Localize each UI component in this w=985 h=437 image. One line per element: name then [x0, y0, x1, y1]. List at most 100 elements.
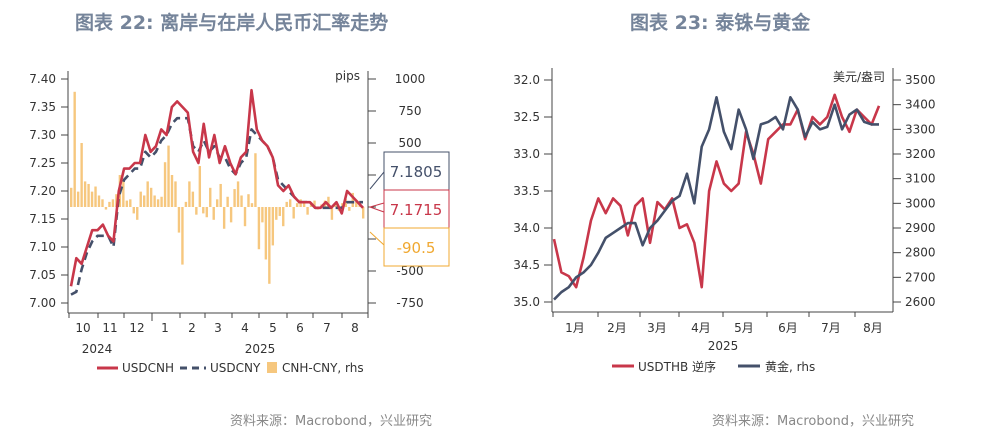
legend-spread: CNH-CNY, rhs	[282, 361, 364, 375]
chart-title-left: 图表 22: 离岸与在岸人民币汇率走势	[75, 12, 389, 34]
bar-cnh-cny	[90, 191, 94, 207]
x-tick-label: 2月	[607, 321, 627, 335]
bar-cnh-cny	[115, 194, 118, 207]
bar-cnh-cny	[111, 199, 115, 207]
bar-cnh-cny	[275, 207, 278, 220]
bar-cnh-cny	[184, 201, 188, 207]
line-usdcnh	[69, 88, 364, 287]
y2-tick-label: -750	[396, 296, 423, 310]
x-tick-label: 1月	[565, 321, 585, 335]
bar-cnh-cny	[282, 207, 285, 227]
y2-tick-label: 2600	[905, 295, 936, 309]
bar-cnh-cny	[209, 187, 212, 207]
bar-cnh-cny	[83, 181, 87, 207]
y2-tick-label: 3500	[905, 73, 936, 87]
y-tick-label: 32.0	[513, 73, 540, 87]
bar-cnh-cny	[205, 207, 208, 218]
y2-tick-label: 3100	[905, 172, 936, 186]
legend-usdcnh: USDCNH	[122, 361, 174, 375]
line-usdthb	[552, 93, 881, 289]
x-tick-label: 3月	[647, 321, 667, 335]
y-tick-label: 7.15	[29, 212, 56, 226]
y2-tick-label: 2800	[905, 246, 936, 260]
x-tick-label: 8月	[863, 321, 883, 335]
y2-tick-label: 500	[399, 136, 422, 150]
bar-cnh-cny	[254, 153, 257, 207]
source-left: 资料来源：Macrobond，兴业研究	[230, 414, 433, 429]
legend-usdcny: USDCNY	[210, 361, 261, 375]
bar-cnh-cny	[97, 195, 101, 207]
bar-cnh-cny	[243, 207, 247, 227]
bar-cnh-cny	[195, 207, 198, 215]
bar-cnh-cny	[302, 203, 306, 207]
bar-cnh-cny	[76, 191, 80, 207]
bar-cnh-cny	[292, 207, 295, 219]
callout-value: 7.1805	[390, 163, 443, 181]
x-tick-label: 4	[241, 321, 249, 335]
bar-cnh-cny	[163, 162, 167, 207]
bar-cnh-cny	[160, 196, 163, 207]
source-right: 资料来源：Macrobond，兴业研究	[712, 414, 915, 429]
y-tick-label: 7.35	[29, 100, 56, 114]
bar-cnh-cny	[202, 207, 205, 214]
bar-cnh-cny	[313, 200, 316, 207]
bar-cnh-cny	[143, 195, 146, 207]
y2-tick-label: -500	[396, 264, 423, 278]
x-tick-label: 8	[351, 321, 359, 335]
x-tick-label: 7月	[821, 321, 841, 335]
legend-usdthb: USDTHB 逆序	[638, 359, 716, 374]
bar-cnh-cny	[156, 199, 160, 207]
bar-cnh-cny	[268, 207, 271, 284]
bar-cnh-cny	[229, 207, 233, 223]
bar-cnh-cny	[348, 207, 351, 211]
x-tick-label: 6	[296, 321, 304, 335]
bar-cnh-cny	[219, 183, 222, 207]
callout-value: 7.1715	[390, 201, 443, 219]
y-tick-label: 7.00	[29, 296, 56, 310]
bar-cnh-cny	[334, 204, 337, 207]
y2-unit: pips	[335, 69, 360, 83]
bar-cnh-cny	[191, 191, 195, 207]
callout-pointer	[369, 231, 385, 246]
bar-cnh-cny	[188, 181, 191, 207]
x-tick-label: 2	[188, 321, 196, 335]
year-label: 2025	[245, 342, 276, 356]
bar-cnh-cny	[285, 201, 288, 207]
bar-cnh-cny	[222, 207, 226, 229]
legend-swatch-spread	[267, 362, 277, 373]
bar-cnh-cny	[212, 207, 215, 220]
bar-cnh-cny	[139, 191, 142, 207]
bar-cnh-cny	[226, 196, 229, 207]
bar-cnh-cny	[289, 199, 292, 207]
year-label: 2025	[708, 339, 739, 353]
bar-cnh-cny	[149, 187, 153, 207]
y2-tick-label: 2700	[905, 270, 936, 284]
chart-title-right: 图表 23: 泰铢与黄金	[630, 12, 811, 34]
bar-cnh-cny	[264, 207, 268, 260]
y-tick-label: 7.25	[29, 156, 56, 170]
bar-cnh-cny	[108, 201, 111, 207]
callout-pointer	[368, 202, 385, 213]
bar-cnh-cny	[174, 181, 177, 207]
y-tick-label: 7.40	[29, 72, 56, 86]
bar-cnh-cny	[295, 203, 299, 207]
y-tick-label: 35.0	[513, 295, 540, 309]
bar-cnh-cny	[181, 207, 184, 265]
bar-cnh-cny	[250, 203, 254, 207]
bar-cnh-cny	[198, 166, 202, 207]
y-tick-label: 7.20	[29, 184, 56, 198]
bar-cnh-cny	[341, 203, 344, 207]
bar-cnh-cny	[257, 207, 261, 250]
y2-tick-label: 1000	[395, 72, 426, 86]
bar-cnh-cny	[344, 199, 348, 207]
y2-tick-label: 750	[399, 104, 422, 118]
y-tick-label: 7.05	[29, 268, 56, 282]
legend-gold: 黄金, rhs	[765, 359, 815, 374]
bar-cnh-cny	[125, 200, 129, 207]
bar-cnh-cny	[330, 207, 334, 220]
bar-cnh-cny	[240, 195, 243, 207]
x-tick-label: 1	[161, 321, 169, 335]
x-tick-label: 7	[323, 321, 331, 335]
bar-cnh-cny	[167, 145, 170, 207]
